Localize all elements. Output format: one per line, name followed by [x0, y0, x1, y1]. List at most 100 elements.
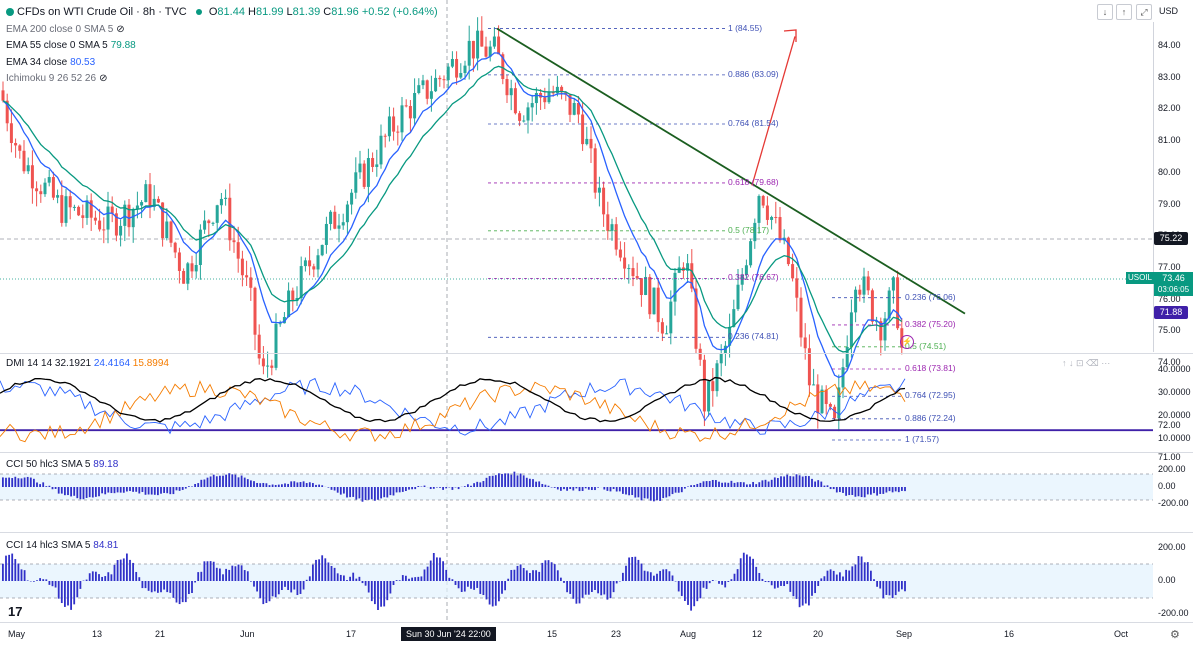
- candle-body: [690, 263, 694, 289]
- cci-bar: [401, 487, 404, 492]
- fib-level-label: 0.5 (74.51): [905, 340, 947, 351]
- time-axis-label: Sep: [896, 629, 913, 639]
- cci-bar: [783, 476, 785, 487]
- cci-bar: [150, 487, 153, 495]
- price-tick-label: 71.00: [1158, 452, 1181, 463]
- cci-bar: [563, 581, 565, 583]
- eye-off-icon[interactable]: ⊘: [116, 24, 125, 35]
- candle-body: [240, 258, 244, 276]
- cci-bar: [262, 581, 265, 605]
- cci-bar: [200, 479, 203, 487]
- cci-bar: [761, 578, 764, 581]
- cci-bar: [556, 487, 559, 490]
- cci-bar: [91, 571, 94, 581]
- chart-canvas[interactable]: [0, 0, 1153, 640]
- cci-bar: [873, 579, 875, 581]
- minus-di-line: [0, 379, 906, 443]
- cci-bar: [702, 481, 705, 487]
- cci-bar: [54, 581, 57, 588]
- pane-separator[interactable]: [0, 622, 1193, 623]
- candle-body: [555, 86, 559, 94]
- cci-bar: [522, 475, 525, 487]
- cci-bar: [575, 581, 578, 604]
- dmi-legend[interactable]: DMI 14 14 32.1921 24.4164 15.8994: [6, 358, 169, 369]
- candle-body: [224, 197, 228, 199]
- cci-bar: [857, 556, 860, 581]
- cci-tick-label: 200.00: [1158, 542, 1186, 552]
- dmi-tick-label: 30.0000: [1158, 387, 1191, 397]
- chevron-down-icon[interactable]: ↓: [1097, 4, 1113, 20]
- time-axis-label: 21: [155, 629, 166, 639]
- candle-body: [778, 217, 782, 241]
- cci-bar: [708, 481, 711, 487]
- cci-bar: [594, 581, 596, 590]
- cci-bar: [228, 569, 231, 581]
- cci-bar: [804, 475, 807, 487]
- cci-bar: [674, 487, 677, 493]
- eye-off-icon[interactable]: ⊘: [99, 73, 108, 84]
- cci-bar: [777, 581, 779, 588]
- cci-bar: [237, 477, 240, 487]
- pane-separator[interactable]: [0, 532, 1193, 533]
- cci-bar: [290, 481, 293, 487]
- cci-bar: [612, 487, 615, 490]
- candle-body: [807, 348, 811, 386]
- cci-bar: [349, 487, 351, 498]
- cci-bar: [281, 484, 283, 487]
- price-tick-label: 82.00: [1158, 103, 1181, 114]
- candle-body: [148, 184, 152, 208]
- currency-label[interactable]: USD: [1159, 6, 1179, 16]
- logo-icon[interactable]: 17: [8, 604, 23, 619]
- candle-body: [345, 204, 349, 223]
- legend-ichimoku[interactable]: Ichimoku 9 26 52 26 ⊘: [6, 73, 108, 84]
- cci-bar: [715, 480, 717, 487]
- cci-bar: [690, 485, 692, 487]
- cci14-legend[interactable]: CCI 14 hlc3 SMA 5 84.81: [6, 540, 119, 551]
- cci-bar: [535, 570, 537, 581]
- cci-bar: [901, 487, 903, 491]
- cci-bar: [370, 487, 373, 500]
- ohlc-high: H81.99: [248, 6, 284, 18]
- candle-body: [156, 198, 160, 203]
- arrow-head-icon: [783, 29, 797, 42]
- candle-body: [795, 278, 799, 298]
- cci-bar: [622, 487, 624, 494]
- candle-body: [530, 103, 534, 108]
- candle-body: [362, 163, 366, 187]
- cci-bar: [8, 477, 10, 487]
- candle-body: [375, 164, 379, 167]
- candle-body: [828, 403, 832, 407]
- price-axis[interactable]: [1153, 22, 1193, 352]
- cci-bar: [653, 575, 655, 581]
- pane-separator[interactable]: [0, 353, 1193, 354]
- cci-bar: [792, 581, 795, 597]
- legend-ema200[interactable]: EMA 200 close 0 SMA 5 ⊘: [6, 24, 125, 35]
- cci-bar: [684, 581, 686, 601]
- candle-body: [593, 148, 597, 193]
- cci-bar: [408, 578, 410, 581]
- fullscreen-icon[interactable]: ⤢: [1136, 4, 1152, 20]
- cci-bar: [538, 571, 541, 581]
- cci50-legend[interactable]: CCI 50 hlc3 SMA 5 89.18: [6, 459, 119, 470]
- cci-bar: [163, 487, 165, 493]
- chevron-up-icon[interactable]: ↑: [1116, 4, 1132, 20]
- cci-bar: [507, 473, 510, 487]
- cci-bar: [262, 482, 265, 487]
- cci-bar: [256, 482, 258, 487]
- cci-bar: [473, 581, 475, 590]
- legend-ema34[interactable]: EMA 34 close 80.53: [6, 57, 96, 68]
- cci-bar: [798, 475, 801, 487]
- cci-bar: [668, 571, 671, 581]
- cci-bar: [234, 474, 237, 487]
- candle-body: [392, 116, 396, 132]
- legend-ema55[interactable]: EMA 55 close 0 SMA 5 79.88: [6, 40, 136, 51]
- cci-bar: [411, 487, 413, 490]
- candle-body: [589, 138, 593, 149]
- pane-tools[interactable]: ↑ ↓ ⊡ ⌫ ⋯: [1062, 358, 1111, 368]
- settings-icon[interactable]: ⚙: [1170, 629, 1180, 641]
- cci-bar: [767, 581, 770, 583]
- event-icon[interactable]: ⚡: [900, 335, 914, 349]
- price-change: +0.52 (+0.64%): [361, 6, 438, 18]
- pane-separator[interactable]: [0, 452, 1193, 453]
- candle-body: [123, 204, 127, 226]
